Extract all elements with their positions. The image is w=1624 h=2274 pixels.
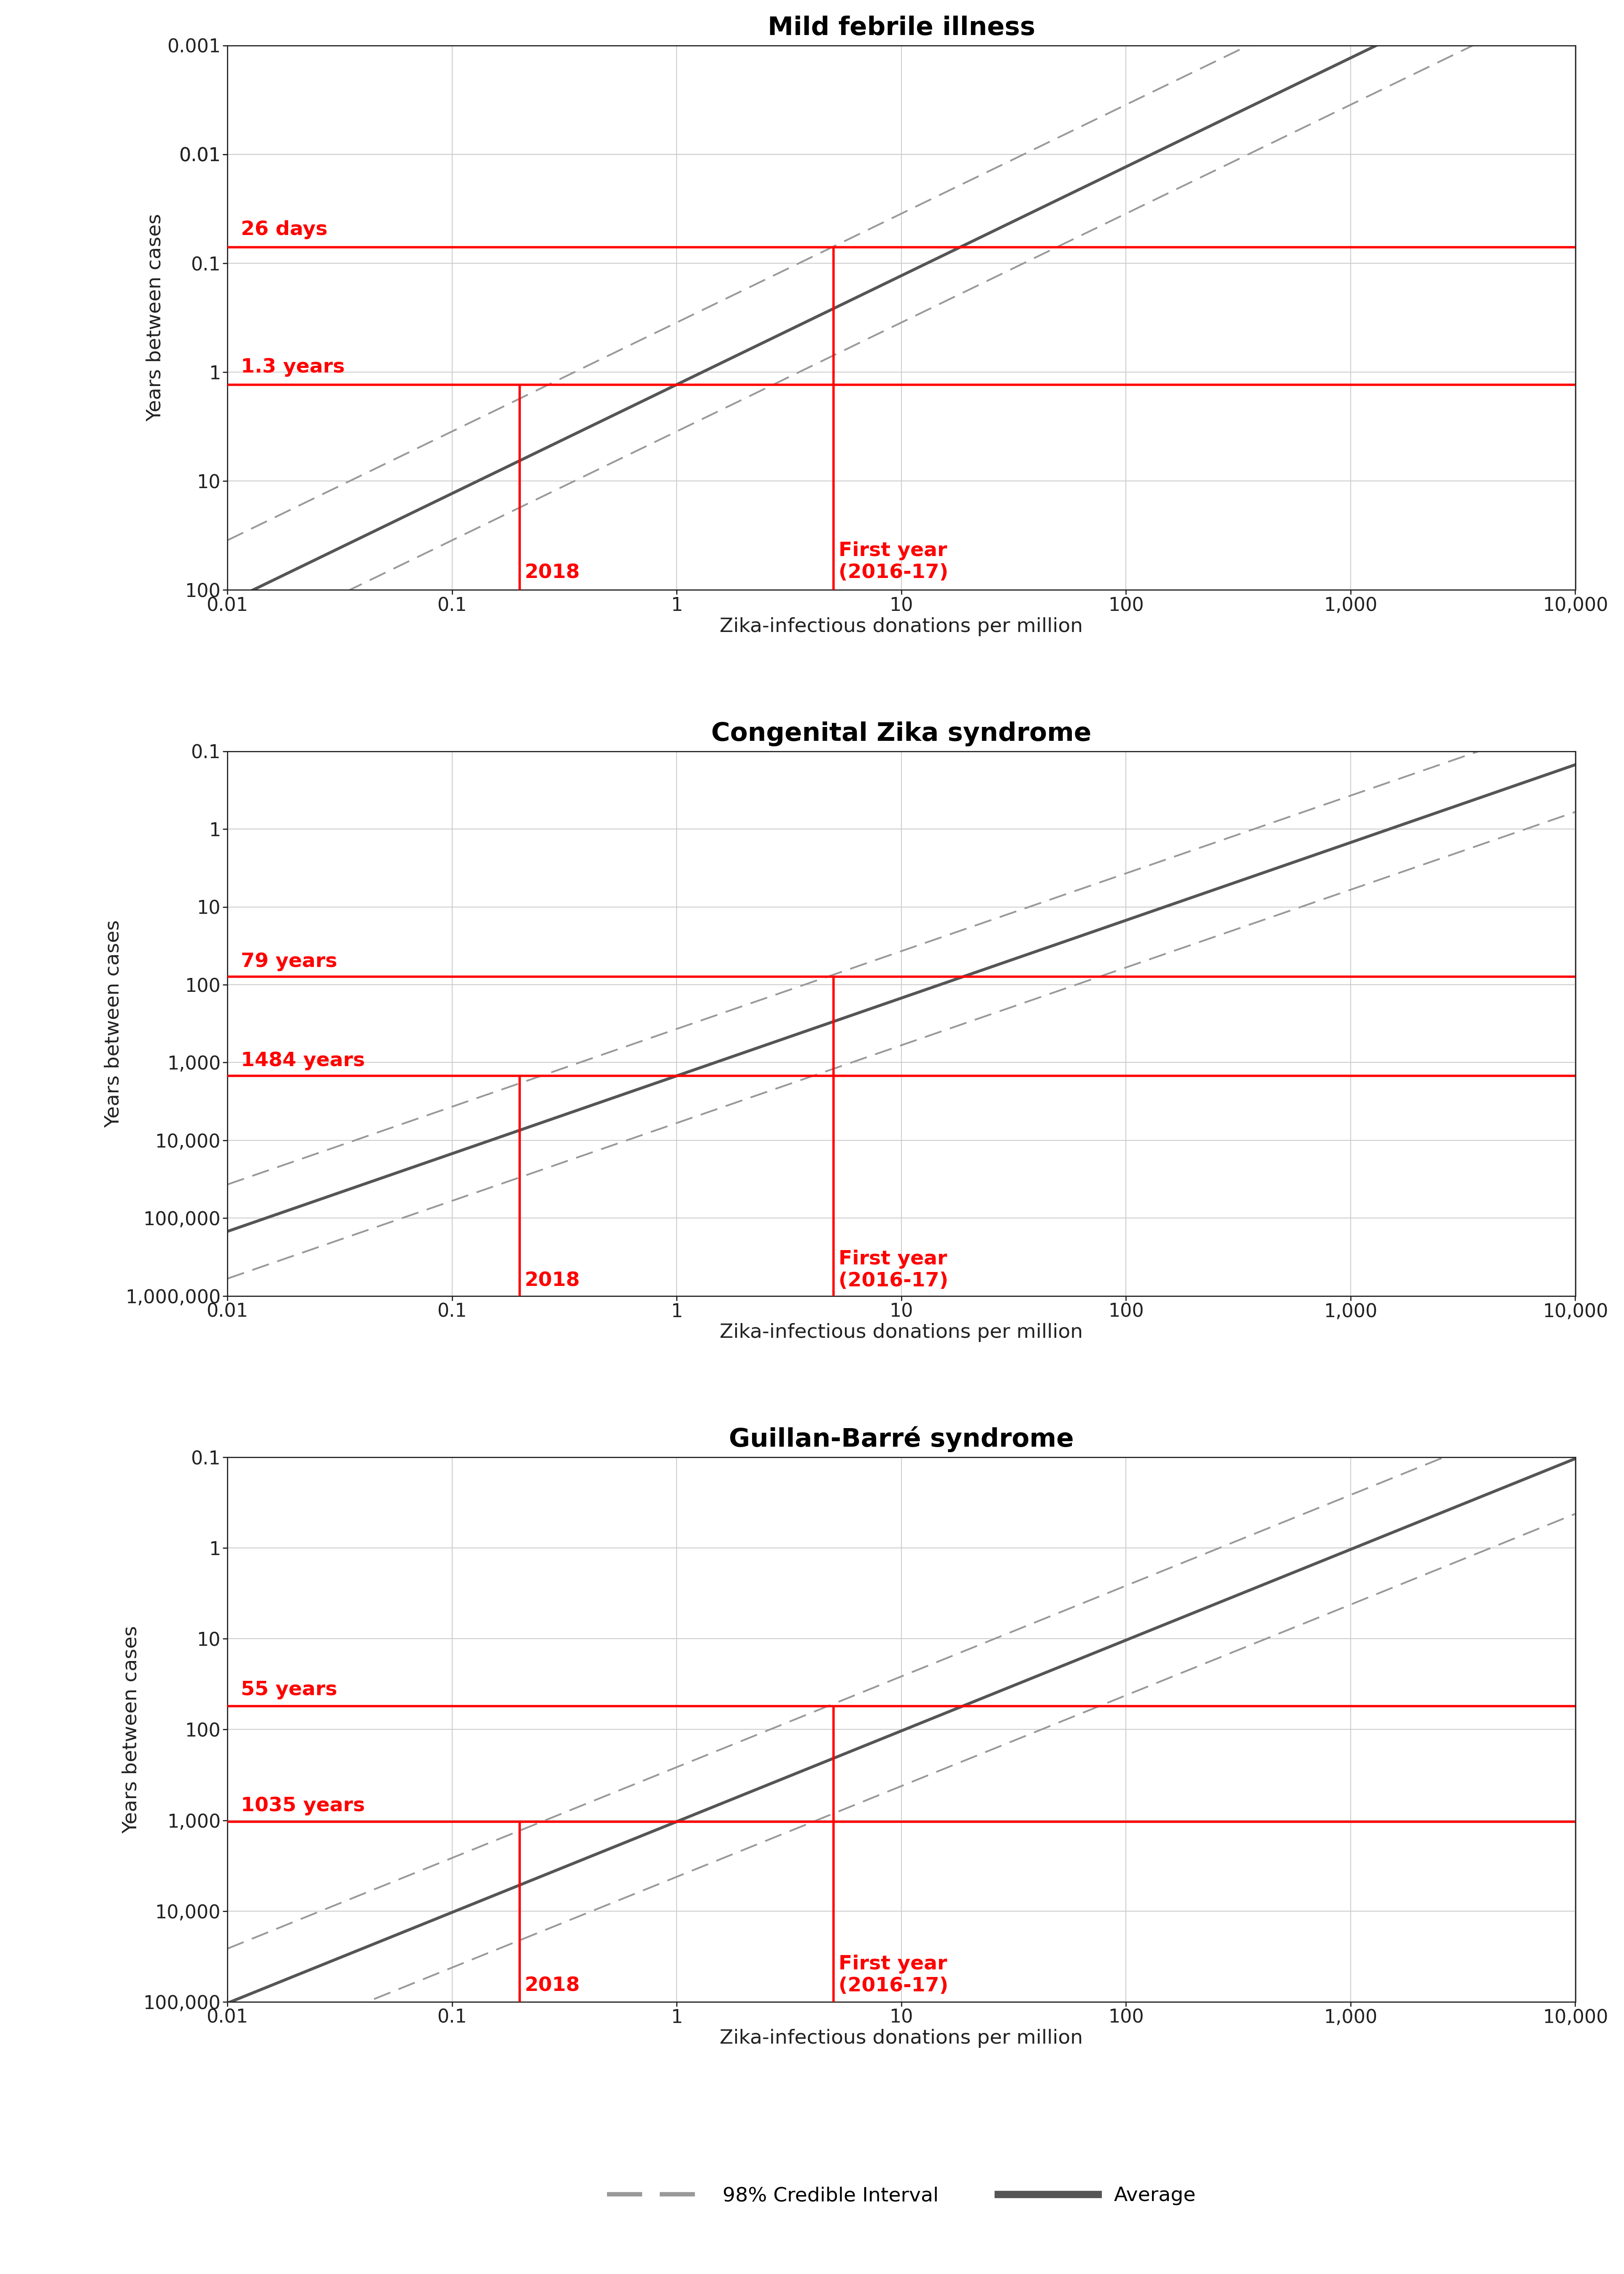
Text: First year
(2016-17): First year (2016-17) <box>838 1953 948 1994</box>
Y-axis label: Years between cases: Years between cases <box>146 214 164 421</box>
X-axis label: Zika-infectious donations per million: Zika-infectious donations per million <box>719 1323 1083 1342</box>
Title: Guillan-Barré syndrome: Guillan-Barré syndrome <box>729 1426 1073 1453</box>
Text: 1035 years: 1035 years <box>240 1796 365 1815</box>
Y-axis label: Years between cases: Years between cases <box>104 919 123 1128</box>
Text: 2018: 2018 <box>525 1976 580 1994</box>
X-axis label: Zika-infectious donations per million: Zika-infectious donations per million <box>719 616 1083 637</box>
Text: First year
(2016-17): First year (2016-17) <box>838 541 948 582</box>
Text: 2018: 2018 <box>525 1271 580 1289</box>
Legend: 98% Credible Interval, Average: 98% Credible Interval, Average <box>607 2185 1195 2206</box>
Text: 1484 years: 1484 years <box>240 1051 365 1071</box>
Text: 79 years: 79 years <box>240 953 338 971</box>
Text: 2018: 2018 <box>525 564 580 582</box>
Title: Mild febrile illness: Mild febrile illness <box>768 16 1034 41</box>
Title: Congenital Zika syndrome: Congenital Zika syndrome <box>711 721 1091 746</box>
Text: 1.3 years: 1.3 years <box>240 357 344 377</box>
Text: 26 days: 26 days <box>240 221 328 239</box>
Y-axis label: Years between cases: Years between cases <box>122 1626 141 1833</box>
Text: First year
(2016-17): First year (2016-17) <box>838 1248 948 1289</box>
Text: 55 years: 55 years <box>240 1680 338 1699</box>
X-axis label: Zika-infectious donations per million: Zika-infectious donations per million <box>719 2028 1083 2049</box>
